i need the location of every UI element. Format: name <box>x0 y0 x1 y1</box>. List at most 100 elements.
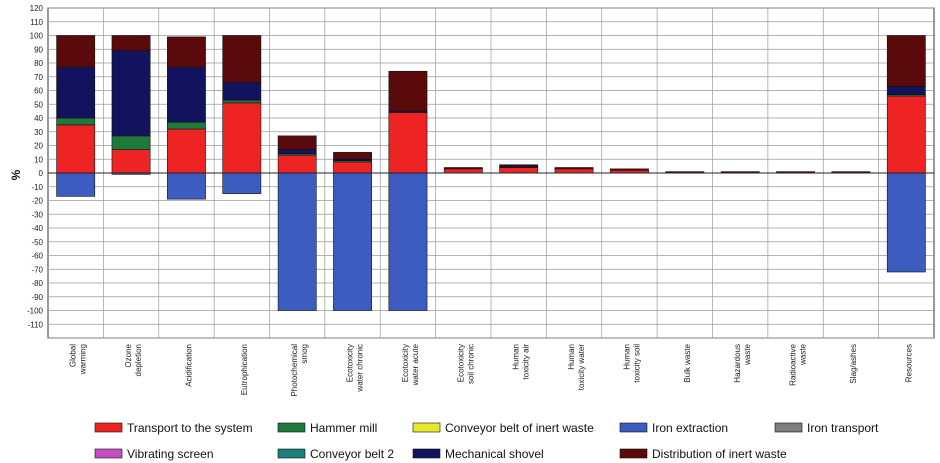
y-tick-label: 30 <box>34 128 43 137</box>
x-tick-label: Ecotoxicity soil chronic <box>456 344 475 384</box>
legend-label: Mechanical shovel <box>445 447 544 461</box>
x-tick-label-line: Slag/ashes <box>849 344 858 384</box>
bar-segment <box>56 124 96 174</box>
legend-label: Iron extraction <box>652 421 728 435</box>
bar-segment <box>443 167 483 170</box>
y-tick-label: 40 <box>34 114 43 123</box>
bar-segment <box>167 128 206 174</box>
x-tick-label-line: Acidification <box>184 344 193 387</box>
bar-segment <box>388 172 428 311</box>
x-tick-label-line: toxicity soil <box>632 344 641 383</box>
bar-segment <box>277 149 317 155</box>
legend-swatch <box>619 422 648 433</box>
bar-segment <box>499 164 539 167</box>
x-tick-label: Slag/ashes <box>849 344 858 384</box>
y-tick-label: -110 <box>28 320 44 329</box>
bar-segment <box>167 66 206 123</box>
x-tick-label: Bulk waste <box>683 343 692 382</box>
y-tick-label: -80 <box>31 279 43 288</box>
x-tick-label-line: Human <box>512 344 521 370</box>
x-tick-label: Ecotoxicity water acute <box>401 343 420 386</box>
x-tick-label-line: toxicity air <box>522 344 531 380</box>
x-tick-label-line: waste <box>743 343 752 365</box>
bar-segment <box>333 161 372 174</box>
y-tick-label: 120 <box>30 4 44 13</box>
x-tick-label-line: Photochemical <box>290 344 299 397</box>
bar-segment <box>277 154 317 174</box>
legend-swatch <box>619 448 648 459</box>
x-tick-label-line: Eutrophication <box>240 344 249 395</box>
bar-segment <box>499 167 539 174</box>
x-tick-label: Ozone depletion <box>124 343 143 376</box>
x-tick-label-line: smog <box>300 344 309 364</box>
x-tick-label-line: Human <box>567 344 576 370</box>
bar-segment <box>886 95 926 174</box>
bar-segment <box>56 35 96 68</box>
y-tick-label: -100 <box>27 307 44 316</box>
bar-segment <box>886 172 926 273</box>
x-tick-label: Eutrophication <box>240 344 249 395</box>
legend-swatch <box>277 448 306 459</box>
y-tick-label: -60 <box>31 252 43 261</box>
legend-label: Vibrating screen <box>127 447 214 461</box>
legend-swatch <box>94 448 123 459</box>
bar-segment <box>167 36 206 68</box>
y-tick-label: -30 <box>31 210 43 219</box>
x-tick-label-line: water chronic <box>356 344 365 393</box>
legend-label: Iron transport <box>807 421 879 435</box>
x-tick-label-line: soil chronic <box>466 344 475 384</box>
legend-swatch <box>412 422 441 433</box>
legend-label: Conveyor belt 2 <box>310 447 394 461</box>
x-tick-label-line: Radioactive <box>789 343 798 385</box>
x-tick-label: Hazardous waste <box>733 343 752 382</box>
x-tick-label-line: Ecotoxicity <box>346 344 355 382</box>
x-tick-label: Human toxicity water <box>567 344 586 391</box>
x-tick-label-line: Global <box>69 344 78 367</box>
x-tick-label-line: Ecotoxicity <box>456 344 465 382</box>
bar-segment <box>56 117 96 126</box>
legend: Transport to the system Hammer mill Convey… <box>94 421 879 461</box>
legend-swatch <box>94 422 123 433</box>
y-tick-label: 60 <box>34 87 43 96</box>
bar-segment <box>554 168 594 174</box>
bar-segment <box>388 70 428 112</box>
bar-segment <box>222 102 262 174</box>
bar-segment <box>222 35 262 83</box>
legend-swatch <box>774 422 803 433</box>
legend-swatch <box>277 422 306 433</box>
bar-segment <box>167 121 206 130</box>
x-tick-label: Photochemical smog <box>290 344 309 397</box>
x-tick-label-line: Ozone <box>124 343 133 367</box>
bar-segment <box>277 135 317 150</box>
y-tick-label: 50 <box>34 100 43 109</box>
y-tick-label: -40 <box>31 224 43 233</box>
x-tick-label-line: Resources <box>904 344 913 382</box>
x-tick-label: Human toxicity air <box>512 344 531 380</box>
x-tick-label: Global warming <box>69 344 88 375</box>
x-tick-label-line: depletion <box>134 344 143 376</box>
y-tick-label: -70 <box>31 265 43 274</box>
y-tick-label: 70 <box>34 73 43 82</box>
bar-segment <box>111 149 151 174</box>
bar-segment <box>111 50 151 137</box>
x-tick-label-line: toxicity water <box>577 344 586 391</box>
bar-segment <box>388 112 428 174</box>
bar-segment <box>886 35 926 87</box>
bars <box>56 35 926 311</box>
bar-segment <box>333 152 372 160</box>
legend-label: Transport to the system <box>127 421 253 435</box>
legend-label: Distribution of inert waste <box>652 447 787 461</box>
x-tick-label: Ecotoxicity water chronic <box>346 344 365 393</box>
y-axis-label: % <box>9 169 23 180</box>
y-tick-label: 80 <box>34 59 43 68</box>
x-tick-label-line: water acute <box>411 343 420 386</box>
bar-segment <box>333 172 372 311</box>
bar-segment <box>222 172 262 194</box>
bar-segment <box>111 35 151 51</box>
x-tick-label: Human toxicity soil <box>622 344 641 383</box>
x-tick-label: Acidification <box>184 344 193 387</box>
bar-segment <box>167 172 206 200</box>
x-tick-label-line: warming <box>79 344 88 375</box>
